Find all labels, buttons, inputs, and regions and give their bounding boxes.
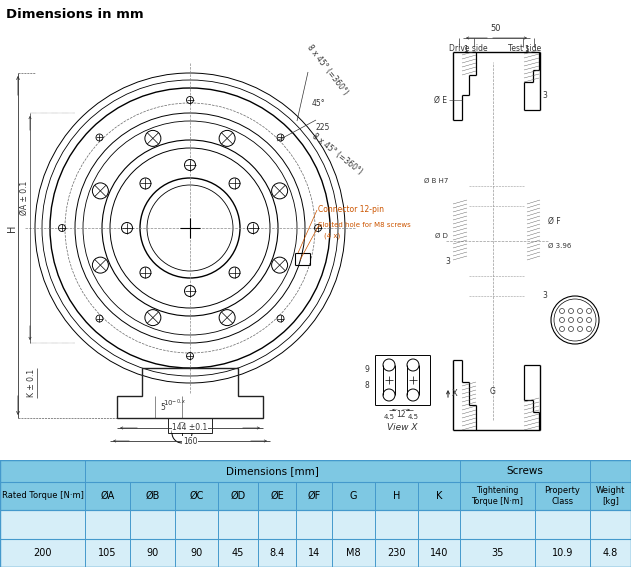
Bar <box>0 460 631 482</box>
Bar <box>0 539 631 567</box>
Text: 3: 3 <box>542 291 547 301</box>
Text: X: X <box>452 390 457 399</box>
Text: ØC: ØC <box>189 491 204 501</box>
Text: Connector 12-pin: Connector 12-pin <box>318 205 384 214</box>
Text: 14: 14 <box>308 548 320 558</box>
Text: Dimensions [mm]: Dimensions [mm] <box>226 466 319 476</box>
Text: 4.8: 4.8 <box>603 548 618 558</box>
Text: 45°: 45° <box>312 99 326 108</box>
Text: 8 x 45° (=360°): 8 x 45° (=360°) <box>310 132 363 176</box>
Text: ØD: ØD <box>230 491 245 501</box>
Text: 45: 45 <box>232 548 244 558</box>
Text: ØB: ØB <box>145 491 160 501</box>
Text: ØE: ØE <box>270 491 284 501</box>
Bar <box>0 482 631 510</box>
Text: 5: 5 <box>160 404 165 413</box>
Text: Test side: Test side <box>509 44 541 53</box>
Text: G: G <box>350 491 357 501</box>
Text: 160: 160 <box>183 437 198 446</box>
Text: 12: 12 <box>396 410 406 419</box>
Text: (4 x): (4 x) <box>324 232 340 239</box>
Text: 8: 8 <box>365 380 369 390</box>
Text: 35: 35 <box>492 548 504 558</box>
Text: 230: 230 <box>387 548 406 558</box>
Text: 1: 1 <box>464 45 468 54</box>
Text: G: G <box>490 387 496 396</box>
Text: 90: 90 <box>146 548 158 558</box>
Text: K: K <box>436 491 442 501</box>
Bar <box>0 510 631 539</box>
Text: Ø B H7: Ø B H7 <box>423 178 448 184</box>
Text: 10.9: 10.9 <box>552 548 573 558</box>
Text: ØA ± 0.1: ØA ± 0.1 <box>20 181 28 215</box>
Text: $10^{-0.x}$: $10^{-0.x}$ <box>163 397 187 409</box>
Text: 50: 50 <box>491 24 501 33</box>
Text: Ø D: Ø D <box>435 233 448 239</box>
Text: 140: 140 <box>430 548 448 558</box>
Text: 8.4: 8.4 <box>269 548 285 558</box>
Text: View X: View X <box>387 422 418 431</box>
Text: Slotted hole for M8 screws: Slotted hole for M8 screws <box>318 222 411 228</box>
Text: Ø F: Ø F <box>548 217 560 226</box>
Text: 90: 90 <box>191 548 203 558</box>
Text: Property
Class: Property Class <box>545 486 581 506</box>
Text: 3: 3 <box>445 256 451 265</box>
Text: 105: 105 <box>98 548 117 558</box>
Text: 9: 9 <box>365 366 369 374</box>
Text: M8: M8 <box>346 548 361 558</box>
Text: ØA: ØA <box>100 491 115 501</box>
Text: K ± 0.1: K ± 0.1 <box>27 369 35 397</box>
Text: H: H <box>393 491 400 501</box>
Text: Rated Torque [N·m]: Rated Torque [N·m] <box>1 492 83 501</box>
Text: 144 ±0.1: 144 ±0.1 <box>172 424 208 433</box>
Text: Ø E: Ø E <box>434 95 447 104</box>
Text: Screws: Screws <box>507 466 543 476</box>
Text: 8 x 45° (=360°): 8 x 45° (=360°) <box>305 43 350 97</box>
Text: Drive side: Drive side <box>449 44 487 53</box>
Text: Tightening
Torque [N·m]: Tightening Torque [N·m] <box>471 486 524 506</box>
Text: 1: 1 <box>524 45 529 54</box>
Text: ØF: ØF <box>307 491 321 501</box>
Text: 4.5: 4.5 <box>408 414 418 420</box>
Text: Dimensions in mm: Dimensions in mm <box>6 9 144 22</box>
Text: Weight
[kg]: Weight [kg] <box>596 486 625 506</box>
Text: H: H <box>7 225 17 232</box>
Text: 3: 3 <box>542 91 547 99</box>
Text: Ø 3.96: Ø 3.96 <box>548 243 572 249</box>
Text: 4.5: 4.5 <box>384 414 394 420</box>
Text: 200: 200 <box>33 548 52 558</box>
Text: 225: 225 <box>316 124 331 133</box>
